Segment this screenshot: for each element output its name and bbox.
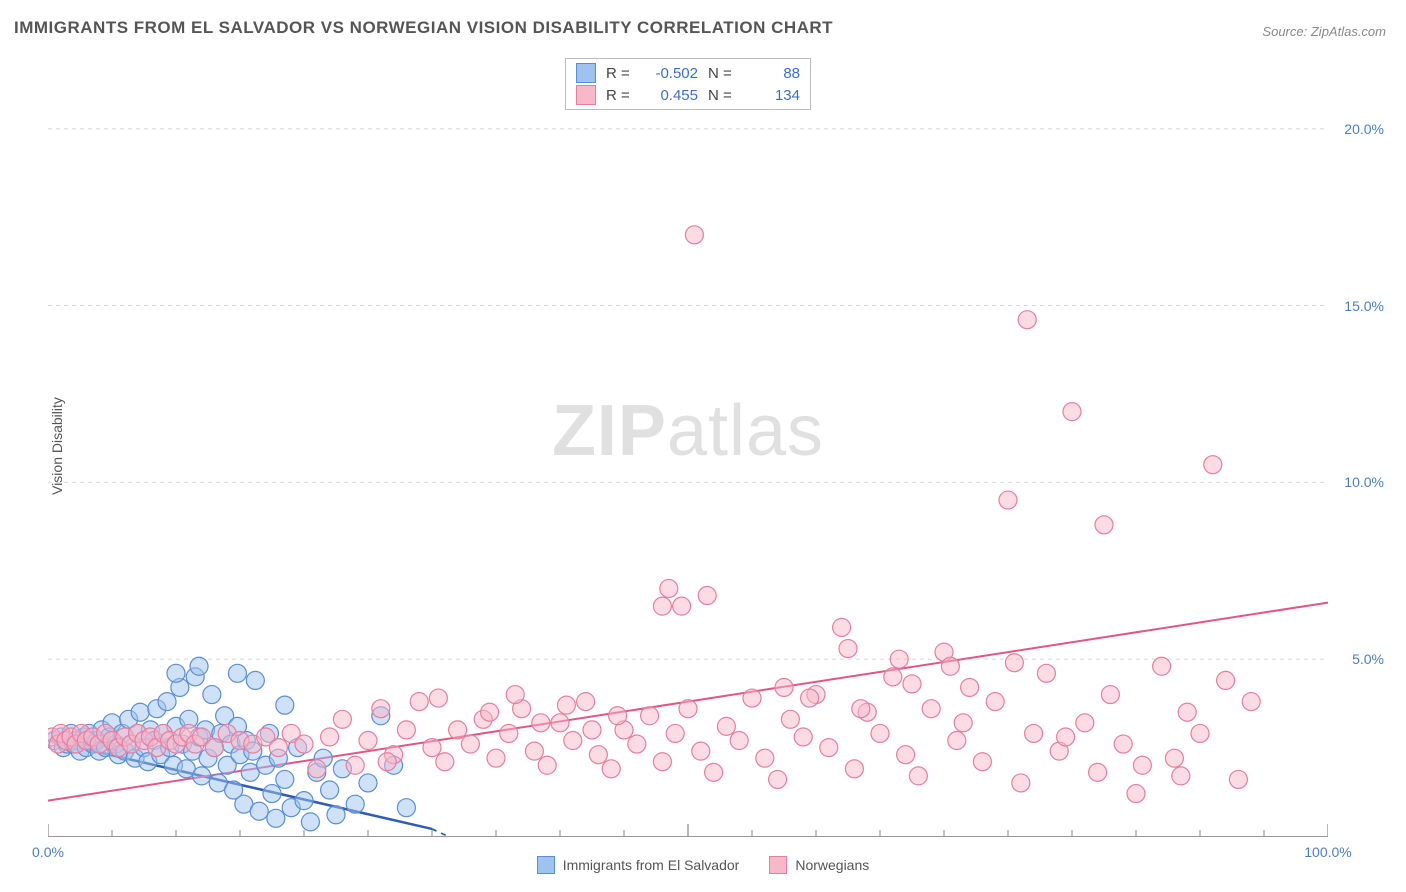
stats-n-value: 88 bbox=[744, 65, 800, 82]
source-attribution: Source: ZipAtlas.com bbox=[1262, 24, 1386, 39]
stats-r-label: R = bbox=[606, 65, 632, 82]
stats-row: R = 0.455 N = 134 bbox=[576, 85, 800, 105]
stats-legend-box: R = -0.502 N = 88 R = 0.455 N = 134 bbox=[565, 58, 811, 110]
legend-swatch bbox=[537, 856, 555, 874]
legend-text: Immigrants from El Salvador bbox=[563, 857, 740, 873]
y-tick-label: 10.0% bbox=[1344, 474, 1384, 490]
x-axis-legend: Immigrants from El Salvador Norwegians bbox=[0, 856, 1406, 874]
y-tick-label: 20.0% bbox=[1344, 121, 1384, 137]
source-value: ZipAtlas.com bbox=[1311, 24, 1386, 39]
y-tick-label: 5.0% bbox=[1352, 651, 1384, 667]
stats-r-label: R = bbox=[606, 87, 632, 104]
plot-area: ZIPatlas R =-0.502N =88R =0.455N =134 5.… bbox=[48, 58, 1328, 837]
legend-item: Norwegians bbox=[769, 856, 869, 874]
stats-n-value: 134 bbox=[744, 87, 800, 104]
legend-text: Norwegians bbox=[795, 857, 869, 873]
stats-n-label: N = bbox=[708, 87, 734, 104]
chart-container: IMMIGRANTS FROM EL SALVADOR VS NORWEGIAN… bbox=[0, 0, 1406, 892]
stats-swatch bbox=[576, 63, 596, 83]
stats-row: R = -0.502 N = 88 bbox=[576, 63, 800, 83]
stats-r-value: 0.455 bbox=[642, 87, 698, 104]
stats-r-value: -0.502 bbox=[642, 65, 698, 82]
chart-title: IMMIGRANTS FROM EL SALVADOR VS NORWEGIAN… bbox=[14, 18, 833, 38]
scatter-plot-svg bbox=[48, 58, 1328, 836]
stats-n-label: N = bbox=[708, 65, 734, 82]
stats-swatch bbox=[576, 85, 596, 105]
source-label: Source: bbox=[1262, 24, 1307, 39]
legend-item: Immigrants from El Salvador bbox=[537, 856, 740, 874]
legend-swatch bbox=[769, 856, 787, 874]
y-tick-label: 15.0% bbox=[1344, 298, 1384, 314]
